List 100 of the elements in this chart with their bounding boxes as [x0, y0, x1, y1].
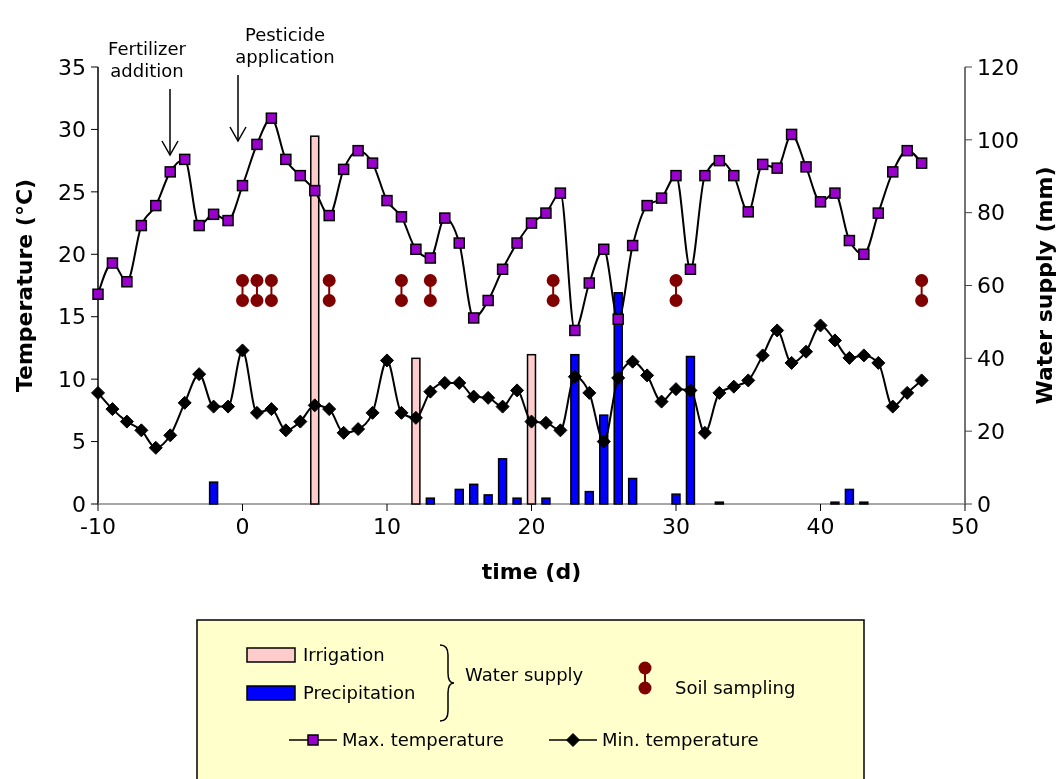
point: [843, 234, 856, 247]
y-tick-label: 25: [58, 179, 86, 205]
bar: [844, 488, 855, 505]
legend-title: Water supply: [465, 664, 584, 686]
point: [799, 344, 814, 359]
x-tick-label: 40: [806, 514, 835, 539]
point: [352, 144, 364, 157]
point: [380, 353, 394, 368]
point: [164, 166, 176, 178]
legend-label: Precipitation: [303, 682, 416, 704]
point: [222, 214, 234, 227]
point: [871, 355, 886, 370]
point: [569, 324, 581, 337]
y-tick-label: 20: [58, 241, 86, 267]
bar: [468, 483, 479, 505]
point: [814, 196, 827, 208]
point: [596, 434, 611, 449]
point: [193, 219, 205, 232]
point: [553, 423, 568, 438]
point: [726, 379, 741, 394]
y-axis-title: Temperature (°C): [12, 178, 37, 393]
point: [365, 405, 380, 420]
y2-tick-label: 40: [977, 346, 1005, 372]
point: [322, 293, 336, 307]
point: [625, 354, 640, 369]
point: [323, 209, 335, 222]
point: [598, 243, 610, 256]
y2-tick-label: 0: [977, 491, 991, 517]
point: [582, 385, 597, 400]
point: [827, 333, 842, 348]
y-tick-label: 35: [58, 54, 86, 80]
point: [293, 414, 308, 429]
y-tick-label: 10: [58, 366, 86, 392]
point: [546, 293, 560, 307]
point: [453, 237, 465, 249]
y-tick-label: 15: [58, 304, 86, 330]
y-tick-label: 5: [72, 429, 86, 455]
point: [546, 274, 560, 288]
x-tick-label: 0: [235, 514, 250, 539]
point: [496, 263, 509, 276]
point: [785, 128, 798, 141]
point: [394, 405, 409, 420]
point: [829, 187, 841, 199]
point: [135, 219, 148, 232]
point: [713, 154, 726, 167]
bar: [541, 497, 551, 505]
point: [654, 394, 669, 409]
point: [381, 194, 393, 207]
legend-label: Soil sampling: [675, 677, 796, 699]
point: [784, 355, 799, 370]
point: [119, 414, 134, 429]
point: [583, 277, 596, 289]
point: [742, 206, 754, 218]
point: [121, 276, 133, 288]
point: [105, 402, 120, 417]
point: [309, 184, 321, 197]
point: [394, 274, 408, 288]
legend-label: Min. temperature: [602, 729, 759, 751]
point: [251, 138, 263, 151]
point: [640, 368, 655, 383]
point: [655, 192, 668, 204]
point: [872, 207, 885, 219]
point: [467, 312, 480, 324]
point: [626, 239, 639, 252]
y-tick-label: 0: [72, 491, 86, 517]
point: [235, 343, 250, 358]
point: [92, 288, 104, 300]
point: [511, 237, 523, 249]
point: [842, 350, 857, 365]
point: [221, 399, 236, 414]
legend-label: Irrigation: [303, 644, 385, 666]
point: [885, 399, 900, 414]
point: [900, 385, 915, 400]
x-tick-label: 50: [951, 514, 979, 539]
point: [264, 274, 278, 288]
point: [163, 428, 178, 443]
point: [699, 169, 711, 182]
point: [741, 373, 756, 388]
point: [236, 179, 249, 192]
point: [915, 274, 929, 288]
point: [770, 323, 785, 338]
point: [728, 169, 740, 182]
point: [538, 415, 553, 430]
point: [567, 369, 582, 384]
point: [669, 274, 683, 288]
point: [510, 383, 525, 398]
point: [394, 293, 408, 307]
point: [437, 375, 452, 390]
point: [914, 373, 929, 388]
y2-axis-title: Water supply (mm): [1032, 166, 1057, 405]
point: [755, 348, 770, 363]
point: [178, 153, 191, 166]
y2-tick-label: 120: [977, 54, 1019, 80]
bar: [584, 490, 595, 505]
point: [264, 293, 278, 307]
bar: [454, 488, 464, 505]
point: [423, 274, 437, 288]
bar: [208, 481, 219, 505]
x-tick-label: 30: [662, 514, 690, 539]
point: [887, 166, 899, 178]
